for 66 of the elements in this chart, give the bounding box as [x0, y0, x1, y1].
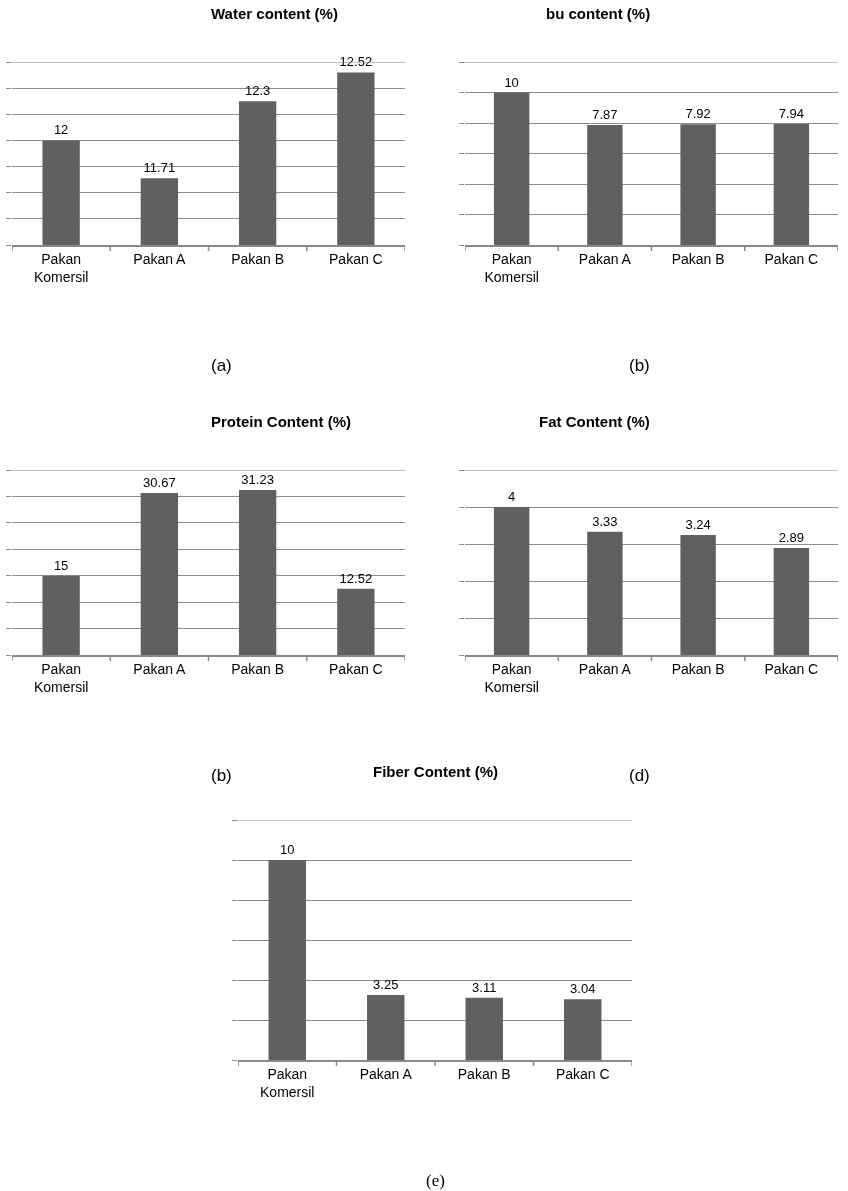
x-tick-label: Pakan Komersil	[484, 250, 539, 285]
x-tick-label: Pakan C	[329, 660, 383, 677]
x-tick-label: Pakan B	[231, 250, 285, 267]
data-label: 7.87	[592, 106, 618, 122]
x-tick-label: Pakan B	[231, 660, 285, 677]
data-label: 10	[504, 74, 519, 90]
data-label: 12.3	[244, 83, 271, 99]
x-tick-label: Pakan Komersil	[33, 250, 89, 285]
x-tick-label: Pakan A	[133, 250, 187, 267]
data-label: 7.94	[778, 105, 805, 121]
data-label: 12.52	[339, 54, 373, 70]
text: (a)	[211, 356, 232, 375]
data-label: 3.24	[685, 517, 711, 533]
bar	[140, 492, 179, 655]
bar	[587, 124, 623, 245]
x-tick-label: Pakan B	[671, 250, 725, 267]
bar	[773, 548, 810, 655]
data-label: 7.92	[685, 106, 711, 122]
bar	[465, 997, 503, 1060]
bar	[42, 575, 80, 655]
x-tick-label: Pakan A	[578, 660, 632, 677]
x-tick-label: Pakan B	[671, 660, 725, 677]
bar	[337, 588, 375, 655]
bar	[493, 507, 530, 655]
bar	[493, 92, 530, 245]
data-label: 3.25	[373, 977, 399, 992]
text: (b)	[211, 766, 232, 785]
x-tick-label: Pakan Komersil	[484, 660, 539, 695]
x-tick-label: Pakan Komersil	[260, 1065, 315, 1100]
data-label: 3.33	[592, 513, 618, 529]
x-tick-label: Pakan A	[578, 250, 632, 267]
chart-title: Protein Content (%)	[211, 413, 351, 430]
bar	[680, 124, 716, 245]
data-label: 15	[53, 557, 69, 573]
bar	[268, 860, 306, 1060]
data-label: 3.11	[472, 979, 497, 995]
text: (d)	[629, 766, 650, 785]
x-tick-label: Pakan A	[359, 1065, 413, 1082]
data-label: 4	[508, 489, 516, 504]
x-tick-label: Pakan Komersil	[33, 660, 89, 695]
data-label: 30.67	[143, 474, 176, 490]
data-label: 12.52	[339, 570, 373, 586]
bar	[587, 531, 623, 655]
data-label: 10	[280, 842, 295, 857]
x-tick-label: Pakan A	[133, 660, 187, 677]
bar	[238, 489, 277, 655]
x-tick-label: Pakan C	[764, 660, 819, 677]
bar	[680, 535, 716, 655]
x-tick-label: Pakan B	[457, 1065, 511, 1082]
chart-title: Water content (%)	[211, 5, 338, 22]
text: (e)	[426, 1171, 445, 1190]
chart-title: bu content (%)	[546, 5, 651, 22]
data-label: 12	[53, 122, 69, 138]
bar	[367, 995, 405, 1060]
bar	[564, 999, 602, 1060]
text: (b)	[629, 356, 650, 375]
chart-title: Fat Content (%)	[539, 413, 650, 430]
data-label: 31.23	[241, 471, 274, 487]
x-tick-label: Pakan C	[329, 250, 383, 267]
data-label: 11.71	[143, 160, 176, 176]
bar	[773, 123, 810, 245]
x-tick-label: Pakan C	[764, 250, 819, 267]
chart-title: Fiber Content (%)	[373, 763, 498, 780]
x-tick-label: Pakan C	[555, 1065, 610, 1082]
data-label: 2.89	[778, 530, 805, 546]
data-label: 3.04	[570, 981, 596, 997]
